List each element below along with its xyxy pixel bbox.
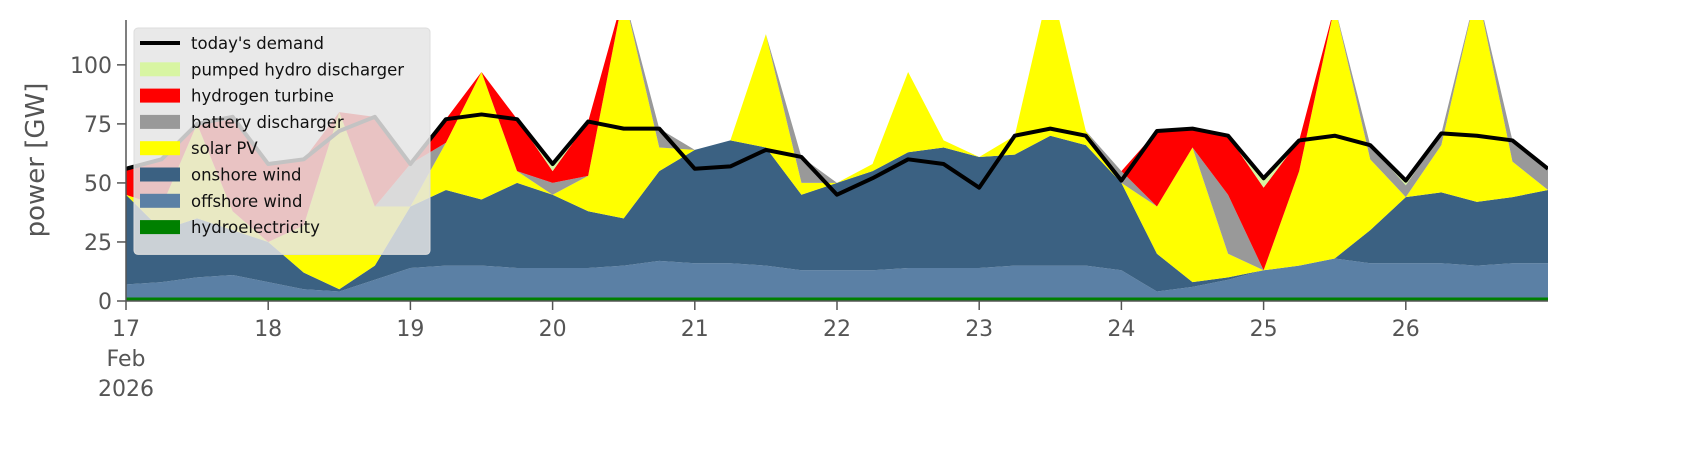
x-tick-label: 22: [823, 317, 851, 342]
legend-label: pumped hydro discharger: [191, 60, 404, 79]
x-tick-label: 20: [539, 317, 567, 342]
x-tick-label: 18: [254, 317, 282, 342]
area: [126, 20, 1548, 290]
y-tick-label: 0: [98, 290, 112, 315]
legend-label: hydrogen turbine: [191, 87, 334, 106]
legend-label: battery discharger: [191, 113, 344, 132]
legend-label: today's demand: [191, 34, 324, 53]
legend-swatch: [140, 167, 180, 182]
y-axis-label: power [GW]: [21, 83, 51, 238]
legend-swatch: [140, 141, 180, 156]
x-tick-label: 24: [1107, 317, 1135, 342]
area: [126, 297, 1548, 301]
legend-label: solar PV: [191, 139, 258, 158]
area: [126, 135, 1548, 292]
legend-label: onshore wind: [191, 166, 302, 185]
legend-label: hydroelectricity: [191, 218, 320, 237]
x-tick-label: 25: [1250, 317, 1278, 342]
x-tick-label: 19: [396, 317, 424, 342]
x-tick-label: 21: [681, 317, 709, 342]
y-tick-label: 75: [84, 113, 112, 138]
x-tick-label: 26: [1392, 317, 1420, 342]
y-tick-label: 25: [84, 231, 112, 256]
legend-swatch: [140, 62, 180, 77]
x-tick-label: 17 Feb 2026: [98, 317, 154, 402]
legend-swatch: [140, 114, 180, 129]
y-tick-label: 100: [70, 54, 112, 79]
legend-swatch: [140, 193, 180, 208]
x-tick-label: 23: [965, 317, 993, 342]
y-tick-label: 50: [84, 172, 112, 197]
legend-swatch: [140, 88, 180, 103]
area: [126, 258, 1548, 298]
legend-box: [133, 27, 431, 255]
legend-label: offshore wind: [191, 192, 302, 211]
legend-swatch: [140, 220, 180, 235]
